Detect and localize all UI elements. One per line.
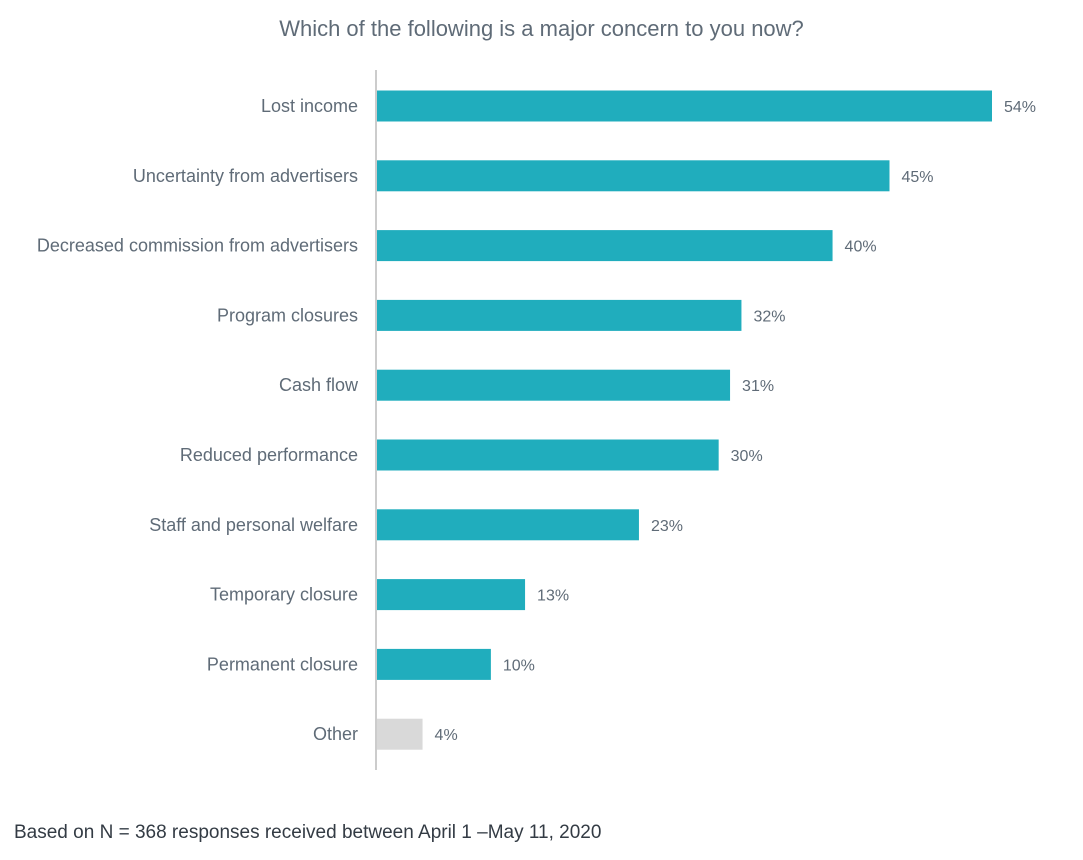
bar xyxy=(377,439,719,471)
category-label: Staff and personal welfare xyxy=(149,515,358,535)
value-label: 32% xyxy=(753,308,785,325)
bar-chart: Lost income 54% Uncertainty from advertise… xyxy=(37,70,1036,770)
bar xyxy=(377,509,639,541)
category-label: Program closures xyxy=(217,305,358,325)
bar xyxy=(377,369,731,401)
value-label: 40% xyxy=(845,239,877,256)
category-label: Temporary closure xyxy=(210,585,358,605)
value-label: 30% xyxy=(731,448,763,465)
value-label: 23% xyxy=(651,518,683,535)
chart-title: Which of the following is a major concer… xyxy=(279,16,804,41)
bar xyxy=(377,90,992,122)
value-label: 31% xyxy=(742,378,774,395)
bar xyxy=(377,648,491,680)
value-label: 4% xyxy=(435,727,458,744)
category-label: Decreased commission from advertisers xyxy=(37,236,358,256)
category-label: Reduced performance xyxy=(180,445,358,465)
bars-group: Lost income 54% Uncertainty from advertise… xyxy=(37,90,1036,750)
category-label: Cash flow xyxy=(279,375,359,395)
category-label: Lost income xyxy=(261,96,358,116)
category-label: Other xyxy=(313,724,358,744)
category-label: Uncertainty from advertisers xyxy=(133,166,358,186)
value-label: 10% xyxy=(503,657,535,674)
value-label: 45% xyxy=(902,169,934,186)
footnote: Based on N = 368 responses received betw… xyxy=(14,822,602,843)
bar xyxy=(377,299,742,331)
bar xyxy=(377,579,526,611)
bar xyxy=(377,160,890,192)
bar xyxy=(377,230,833,262)
bar xyxy=(377,718,423,750)
category-label: Permanent closure xyxy=(207,654,358,674)
value-label: 54% xyxy=(1004,99,1036,116)
value-label: 13% xyxy=(537,588,569,605)
